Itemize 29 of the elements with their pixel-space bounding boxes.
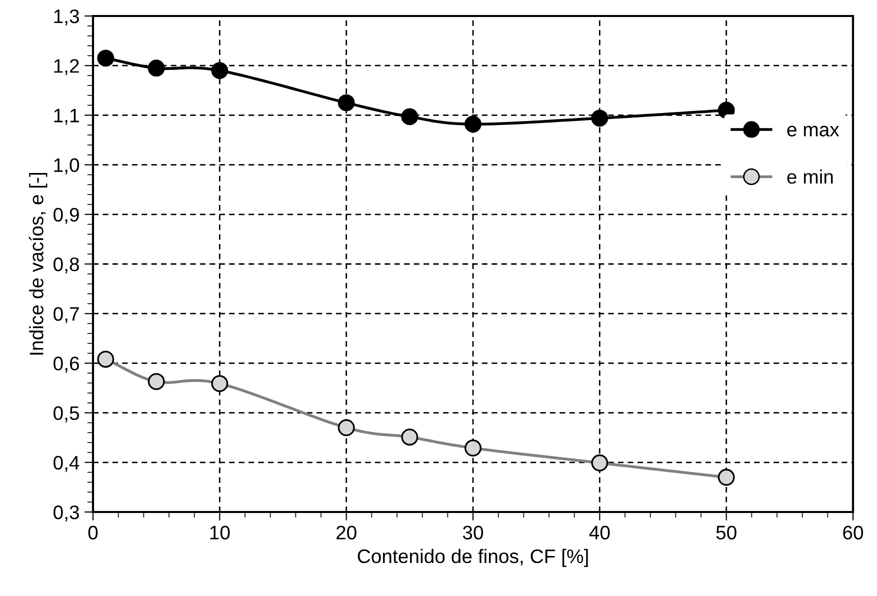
x-tick-label: 0 <box>88 526 98 540</box>
point <box>464 116 482 133</box>
y-tick-label: 0,5 <box>54 406 79 422</box>
y-tick-label: 0,3 <box>54 505 79 522</box>
y-tick-label: 0,7 <box>54 307 79 324</box>
y-axis-title: Indice de vacíos, e [-] <box>28 172 48 355</box>
x-axis-title: Contenido de finos, CF [%] <box>358 548 588 567</box>
y-tick-label: 1,1 <box>54 108 79 125</box>
x-tick-label: 30 <box>462 526 484 540</box>
y-tick-label: 1,2 <box>54 59 79 76</box>
y-tick-label: 0,4 <box>54 456 80 472</box>
x-tick-label: 60 <box>843 526 864 540</box>
legend-label: e max <box>787 126 840 136</box>
y-tick-label: 0,8 <box>54 257 79 274</box>
y-tick-label: 0,9 <box>54 208 79 224</box>
y-tick-label: 0,6 <box>54 356 79 373</box>
point <box>97 50 114 67</box>
point <box>401 108 418 126</box>
x-tick-label: 10 <box>210 526 230 540</box>
y-tick-label: 1,0 <box>54 158 80 174</box>
point <box>591 110 608 127</box>
point <box>338 94 355 112</box>
x-tick-label: 20 <box>336 526 356 540</box>
point <box>148 60 165 77</box>
y-tick-label: 1,3 <box>54 9 79 26</box>
legend-label: e min <box>787 169 833 184</box>
x-tick-label: 40 <box>589 526 610 540</box>
x-tick-label: 50 <box>716 526 736 540</box>
point <box>211 62 228 80</box>
